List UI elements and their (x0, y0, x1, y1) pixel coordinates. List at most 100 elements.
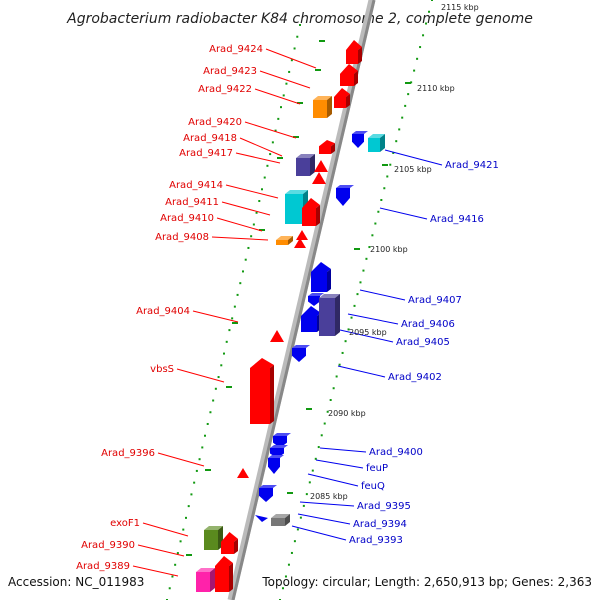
tick-dot (209, 411, 212, 414)
gene-arad-9414-top (285, 190, 308, 194)
tick-dot (293, 47, 296, 50)
leader-line-left (157, 452, 205, 467)
tick-dot (362, 269, 365, 272)
tick-dot (187, 505, 190, 508)
tick-dot (277, 117, 280, 120)
tick-dot (299, 516, 302, 519)
gene-arad-9406a-top (308, 293, 324, 296)
tick-dot (214, 387, 217, 390)
tick-dot (284, 575, 287, 578)
chromosome-backbone (227, 0, 376, 600)
tick-dot (217, 376, 220, 379)
tick-dot (296, 528, 299, 531)
tick-dot (332, 387, 335, 390)
gene-arad-9421a (352, 134, 364, 148)
gene-label-left: vbsS (150, 364, 174, 375)
tick-dot (404, 104, 407, 107)
gene-arad-9389b (215, 556, 233, 592)
tick-dash (405, 82, 411, 84)
tick-dash (354, 248, 360, 250)
gene-arad-9400a-top (273, 433, 291, 436)
tick-dot (350, 316, 353, 319)
leader-line-right (315, 459, 364, 469)
tick-dash (226, 386, 232, 388)
gene-label-right: Arad_9406 (401, 319, 455, 330)
gene-label-left: Arad_9423 (203, 66, 257, 77)
gene-label-right: Arad_9405 (396, 337, 450, 348)
tick-dot (371, 234, 374, 237)
gene-label-right: Arad_9393 (349, 535, 403, 546)
gene-arad-9389-top (196, 568, 215, 572)
gene-arad-9406a (308, 296, 320, 306)
gene-arad-9407-side (327, 269, 331, 292)
gene-label-right: Arad_9421 (445, 160, 499, 171)
tick-dot (182, 528, 185, 531)
backbone-line (231, 0, 376, 600)
gene-label-left: Arad_9390 (81, 540, 135, 551)
tick-dot (287, 563, 290, 566)
tick-marks (166, 0, 433, 600)
gene-label-right: Arad_9400 (369, 447, 423, 458)
gene-arad-9422-side (327, 96, 332, 118)
tick-dash (205, 469, 211, 471)
tick-dot (274, 129, 277, 132)
tick-dot (174, 563, 177, 566)
gene-label-right: Arad_9416 (430, 214, 484, 225)
gene-arad-9405 (319, 298, 335, 336)
tick-dot (266, 164, 269, 167)
leader-line-left (225, 184, 279, 199)
tick-dot (428, 10, 431, 13)
tick-dot (212, 399, 215, 402)
tick-dot (308, 481, 311, 484)
tick-dot (338, 363, 341, 366)
leader-line-left (239, 137, 283, 157)
tick-dot (190, 493, 193, 496)
tick-dot (347, 328, 350, 331)
backbone-band (227, 0, 376, 600)
tick-dot (285, 82, 288, 85)
tick-dot (242, 270, 244, 273)
gene-arad-9400b-top (270, 445, 288, 448)
leader-line-right (337, 365, 386, 378)
gene-feup-top (268, 455, 284, 458)
gene-arad-9416-top (336, 185, 354, 188)
gene-arad-9393 (271, 518, 285, 526)
leader-line-right (359, 289, 406, 301)
tick-dot (422, 34, 425, 37)
gene-exof1 (204, 530, 218, 550)
tick-dot (179, 540, 182, 543)
tick-dot (201, 446, 204, 449)
tick-dot (299, 24, 301, 26)
gene-arad-9416 (336, 188, 350, 206)
gene-arad-9423 (340, 64, 358, 86)
tick-dot (398, 128, 401, 131)
leader-line-right (319, 447, 367, 453)
gene-vbss-side (270, 365, 274, 424)
gene-arad-9423-side (354, 70, 358, 86)
gene-label-left: Arad_9414 (169, 180, 223, 191)
gene-label-left: Arad_9396 (101, 448, 155, 459)
tick-dash (293, 136, 299, 138)
gene-arad-9393-side (285, 514, 290, 526)
tick-dot (195, 469, 198, 472)
leader-line-right (379, 207, 428, 220)
leader-line-left (132, 565, 179, 577)
tick-dash (297, 102, 303, 104)
gene-vbss (250, 358, 274, 424)
gene-arad-9405-top (319, 294, 340, 298)
accession-text: Accession: NC_011983 (8, 575, 144, 589)
kbp-scale-labels: 2115 kbp 2110 kbp 2105 kbp 2100 kbp 2095 kbp… (310, 3, 479, 501)
kbp-label: 2100 kbp (370, 245, 408, 254)
leader-line-right (339, 329, 394, 343)
gene-label-left: Arad_9418 (183, 133, 237, 144)
gene-arad-9421-top (368, 134, 385, 138)
gene-arad-9418-side (310, 154, 315, 176)
tick-dash (186, 554, 192, 556)
leader-line-left (265, 48, 317, 69)
gene-arad-9390a-side (234, 538, 238, 554)
gene-arad-9417a (314, 160, 328, 172)
gene-arad-9395-top (259, 485, 277, 488)
tick-dot (386, 175, 389, 178)
tick-dot (395, 140, 398, 143)
tick-dot (374, 222, 377, 225)
